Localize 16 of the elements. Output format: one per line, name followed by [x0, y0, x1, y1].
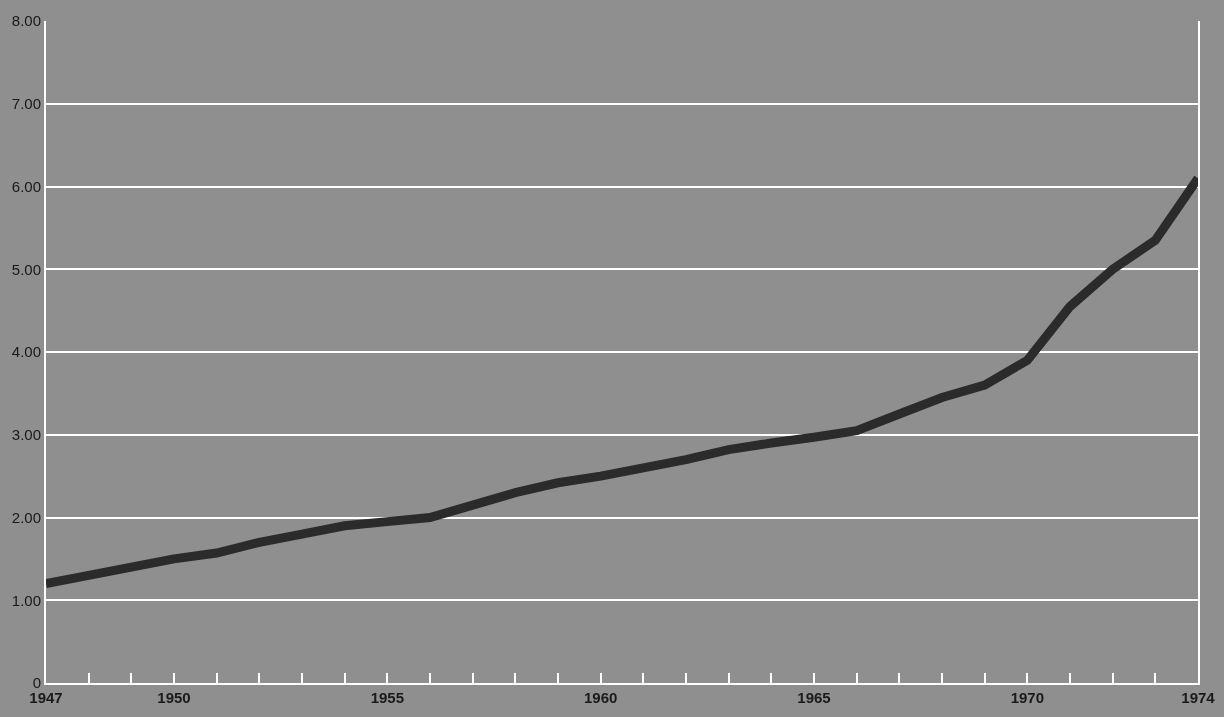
y-tick-label: 6.00 — [11, 177, 41, 195]
y-tick-label: 1.00 — [11, 591, 41, 609]
x-tick-label: 1947 — [29, 689, 63, 706]
y-tick-label: 4.00 — [11, 343, 41, 361]
y-tick-label: 0 — [32, 674, 41, 692]
x-tick-label: 1970 — [1010, 689, 1045, 706]
x-tick-label: 1974 — [1181, 689, 1216, 706]
y-tick-label: 3.00 — [11, 426, 41, 443]
y-tick-label: 5.00 — [11, 260, 41, 278]
y-tick-label: 8.00 — [11, 12, 41, 30]
y-tick-label: 2.00 — [11, 508, 41, 526]
x-tick-label: 1960 — [583, 689, 618, 706]
y-tick-label: 7.00 — [11, 95, 41, 112]
x-tick-label: 1955 — [370, 689, 405, 706]
x-tick-label: 1965 — [797, 689, 831, 706]
x-tick-label: 1950 — [157, 689, 191, 706]
